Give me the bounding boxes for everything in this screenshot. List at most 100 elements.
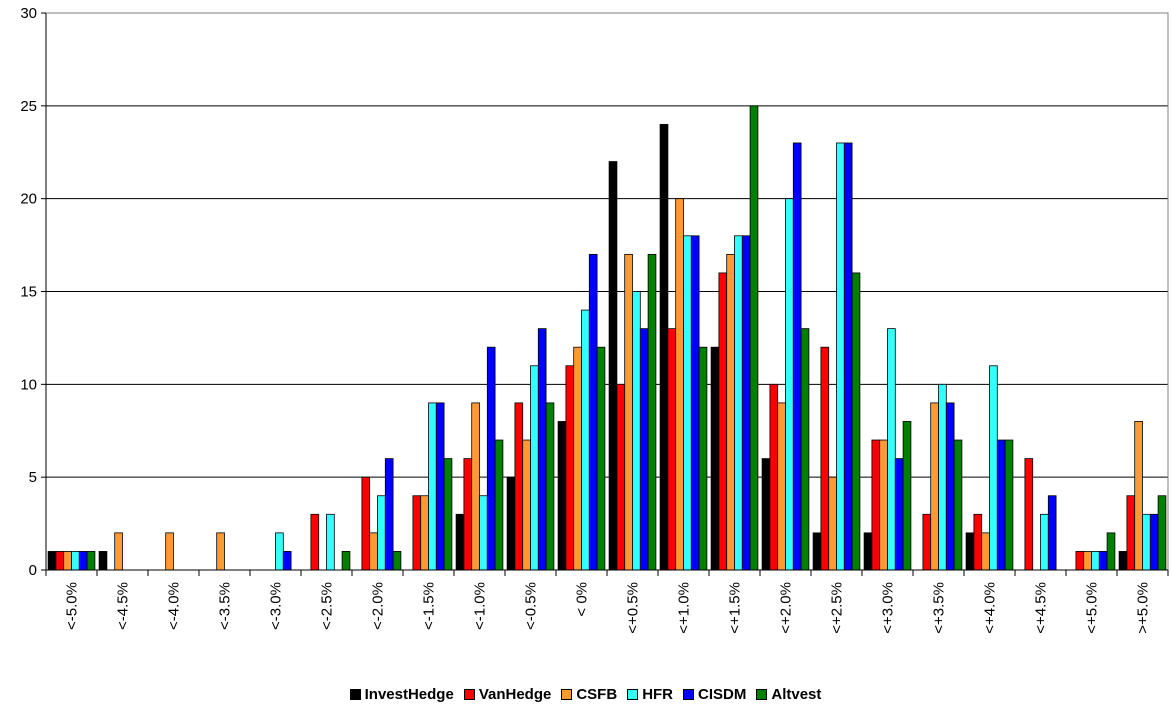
bar xyxy=(965,532,975,571)
bar xyxy=(86,551,96,571)
x-tick-label: <+4.5% xyxy=(1033,582,1050,634)
legend-swatch-csfb xyxy=(561,688,573,700)
bar xyxy=(710,346,720,571)
x-tick-label: <+5.0% xyxy=(1084,582,1101,634)
bar xyxy=(522,439,531,571)
bar xyxy=(851,272,861,571)
legend-item-vanhedge: VanHedge xyxy=(463,685,552,703)
bar xyxy=(506,476,516,571)
bar xyxy=(1134,421,1143,571)
legend-swatch-investhedge xyxy=(349,688,361,700)
bar xyxy=(902,421,912,571)
bar xyxy=(1004,439,1014,571)
bar xyxy=(361,476,371,571)
bar xyxy=(785,198,794,571)
bar xyxy=(879,439,888,571)
bar xyxy=(616,383,626,571)
bar xyxy=(894,458,904,571)
bar xyxy=(377,495,386,571)
legend-label: VanHedge xyxy=(478,685,552,703)
bar xyxy=(565,365,575,571)
legend-label: CSFB xyxy=(576,685,618,703)
y-tick-label: 15 xyxy=(20,284,37,301)
x-tick-label: <+2.5% xyxy=(829,582,846,634)
bar xyxy=(114,532,123,571)
x-tick-label: <-2.0% xyxy=(370,582,387,630)
x-tick-label: <-5.0% xyxy=(64,582,81,630)
bar xyxy=(632,291,641,571)
bar xyxy=(1047,495,1057,571)
x-tick-label: < 0% xyxy=(574,582,591,617)
bar xyxy=(996,439,1006,571)
bar xyxy=(1118,551,1128,571)
bar xyxy=(63,551,72,571)
bar xyxy=(1075,551,1085,571)
legend-item-hfr: HFR xyxy=(627,686,673,703)
bar xyxy=(726,253,735,571)
bar xyxy=(953,439,963,571)
bar xyxy=(486,346,496,571)
bar xyxy=(749,105,759,571)
y-tick-label: 30 xyxy=(20,5,37,22)
y-tick-label: 25 xyxy=(20,98,37,115)
y-tick-label: 5 xyxy=(29,469,37,486)
bar xyxy=(675,198,684,571)
legend-label: CISDM xyxy=(698,685,747,703)
y-tick-label: 20 xyxy=(20,191,37,208)
bar xyxy=(530,365,539,571)
bar xyxy=(420,495,429,571)
x-tick-label: <+4.0% xyxy=(982,582,999,634)
bar xyxy=(973,513,983,571)
x-tick-label: <-0.5% xyxy=(523,582,540,630)
bar xyxy=(557,421,567,571)
legend-swatch-cisdm xyxy=(683,688,695,700)
bar xyxy=(1040,513,1049,571)
bar xyxy=(216,532,225,571)
bar xyxy=(887,328,896,571)
bar xyxy=(1149,513,1159,571)
bar xyxy=(1098,551,1108,571)
x-tick-label: <-2.5% xyxy=(319,582,336,630)
bar xyxy=(588,253,598,571)
bar xyxy=(392,551,402,571)
bar xyxy=(326,513,335,571)
legend-label: Altvest xyxy=(771,685,822,703)
bar xyxy=(98,551,108,571)
bar xyxy=(828,476,837,571)
bar xyxy=(792,142,802,571)
bar xyxy=(78,551,88,571)
bar xyxy=(494,439,504,571)
bar xyxy=(479,495,488,571)
y-axis-ticks: 0 5 10 15 20 25 30 xyxy=(20,5,46,579)
bar xyxy=(683,235,692,571)
x-tick-label: >+5.0% xyxy=(1135,582,1152,634)
bar xyxy=(871,439,881,571)
x-tick-label: <-4.5% xyxy=(115,582,132,630)
x-axis-ticks: <-5.0% <-4.5% <-4.0% <-3.5% <-3.0% <-2.5% <-2.… xyxy=(45,570,1169,634)
bar xyxy=(384,458,394,571)
bar xyxy=(275,532,284,571)
bar xyxy=(938,383,947,571)
bar xyxy=(545,402,555,571)
bar xyxy=(1024,458,1034,571)
bar xyxy=(1142,513,1151,571)
bar xyxy=(718,272,728,571)
bar xyxy=(55,551,65,571)
x-tick-label: <-3.0% xyxy=(268,582,285,630)
bar xyxy=(769,383,779,571)
legend-label: HFR xyxy=(642,685,674,703)
bar-chart: 0 5 10 15 20 25 30 <-5.0% <-4.5% <-4.0% <-3.5% <-3… xyxy=(20,5,1169,634)
bar xyxy=(341,551,351,571)
bar xyxy=(863,532,873,571)
bar xyxy=(581,309,590,571)
legend-item-investhedge: InvestHedge xyxy=(349,686,454,703)
bar xyxy=(596,346,606,571)
gridlines xyxy=(46,12,1168,478)
bar xyxy=(608,161,618,571)
bar xyxy=(981,532,990,571)
bar xyxy=(667,328,677,571)
x-tick-label: <+3.0% xyxy=(880,582,897,634)
bar xyxy=(1126,495,1136,571)
x-tick-label: <-1.0% xyxy=(472,582,489,630)
legend-item-csfb: CSFB xyxy=(561,686,617,703)
